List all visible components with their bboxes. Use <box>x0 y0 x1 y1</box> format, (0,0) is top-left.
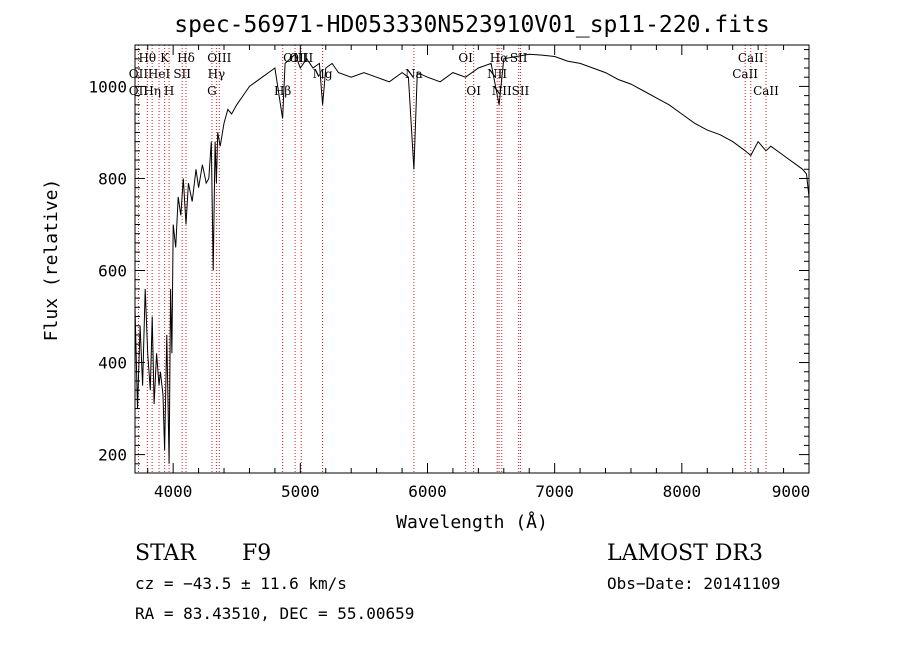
x-tick-label: 8000 <box>663 482 702 501</box>
y-tick-label: 800 <box>98 169 127 188</box>
line-marker-label: Na <box>405 67 423 81</box>
y-tick-label: 400 <box>98 354 127 373</box>
line-marker-label: Hγ <box>208 67 226 81</box>
line-marker-label: SII <box>510 51 528 65</box>
x-axis-label: Wavelength (Å) <box>396 511 548 533</box>
line-marker-label: SII <box>173 67 191 81</box>
line-marker-label: H <box>164 84 174 98</box>
line-marker-label: HeI <box>148 67 171 81</box>
line-marker-label: Mg <box>313 67 333 81</box>
spectrum-line <box>134 53 810 464</box>
line-marker-label: CaII <box>732 67 758 81</box>
line-marker-label: OI <box>466 84 481 98</box>
x-tick-label: 9000 <box>772 482 811 501</box>
spectral-class: STAR <box>135 541 197 566</box>
x-axis-ticks: 4000 5000 6000 7000 8000 9000 <box>147 45 811 501</box>
line-marker-label: CaII <box>753 84 779 98</box>
redshift-cz: cz = −43.5 ± 11.6 km/s <box>135 574 347 593</box>
y-tick-label: 1000 <box>88 77 127 96</box>
chart-title: spec-56971-HD053330N523910V01_sp11-220.f… <box>174 12 769 38</box>
line-marker-label: G <box>207 84 217 98</box>
line-marker-label: OII <box>129 84 149 98</box>
line-marker-label: OIII <box>207 51 231 65</box>
y-axis-label: Flux (relative) <box>41 179 62 342</box>
line-marker-label: K <box>160 51 170 65</box>
line-markers <box>137 45 767 473</box>
obs-date: Obs−Date: 20141109 <box>607 574 780 593</box>
line-marker-label: OI <box>458 51 473 65</box>
line-marker-label: CaII <box>738 51 764 65</box>
ra-dec: RA = 83.43510, DEC = 55.00659 <box>135 604 414 623</box>
line-marker-label: OII <box>129 67 149 81</box>
x-tick-label: 5000 <box>281 482 320 501</box>
y-tick-label: 600 <box>98 262 127 281</box>
line-marker-label: SII <box>512 84 530 98</box>
line-marker-label: NII <box>492 84 512 98</box>
line-marker-label: Hθ <box>138 51 156 65</box>
x-tick-label: 7000 <box>535 482 574 501</box>
line-marker-label: OIII <box>283 51 307 65</box>
line-marker-label: Hδ <box>177 51 195 65</box>
line-marker-label: Hβ <box>274 84 291 98</box>
y-tick-label: 200 <box>98 446 127 465</box>
y-axis-ticks: 200 400 600 800 1000 <box>88 49 809 465</box>
spectral-subclass: F9 <box>242 541 271 566</box>
x-tick-label: 4000 <box>154 482 193 501</box>
plot-frame <box>134 44 810 474</box>
line-marker-label: Hη <box>143 84 161 98</box>
survey-name: LAMOST DR3 <box>607 541 763 566</box>
x-tick-label: 6000 <box>408 482 447 501</box>
line-marker-label: NII <box>487 67 507 81</box>
